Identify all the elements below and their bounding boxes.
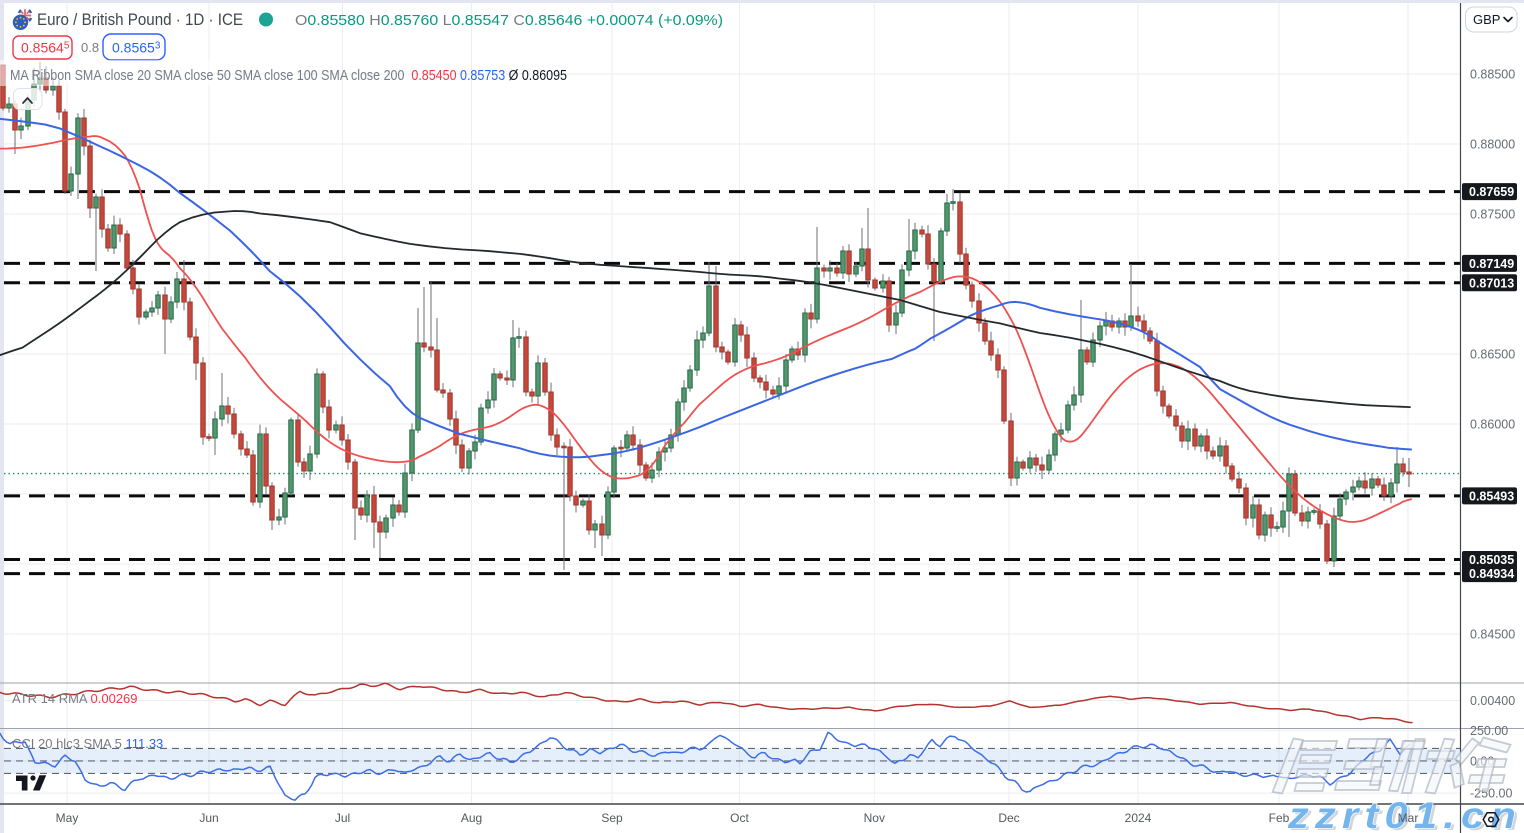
- svg-text:0.86000: 0.86000: [1470, 418, 1515, 432]
- svg-text:0.87500: 0.87500: [1470, 208, 1515, 222]
- svg-text:0.87149: 0.87149: [1469, 257, 1514, 271]
- svg-text:CCI 20 hlc3 SMA 5 111.33: CCI 20 hlc3 SMA 5 111.33: [12, 736, 163, 751]
- svg-text:O0.85580 H0.85760 L0.85547 C0.: O0.85580 H0.85760 L0.85547 C0.85646 +0.0…: [295, 12, 723, 29]
- svg-text:0.00400: 0.00400: [1470, 694, 1515, 708]
- svg-text:0.84500: 0.84500: [1470, 628, 1515, 642]
- svg-text:Euro / British Pound · 1D · IC: Euro / British Pound · 1D · ICE: [37, 10, 243, 29]
- svg-text:Sep: Sep: [601, 811, 623, 825]
- svg-text:Oct: Oct: [730, 811, 749, 825]
- svg-text:GBP: GBP: [1473, 12, 1500, 27]
- svg-text:0.86500: 0.86500: [1470, 348, 1515, 362]
- svg-text:0.85645: 0.85645: [21, 40, 70, 56]
- svg-text:May: May: [56, 811, 79, 825]
- svg-text:0.88000: 0.88000: [1470, 138, 1515, 152]
- svg-text:0.84934: 0.84934: [1469, 567, 1514, 581]
- svg-text:Feb: Feb: [1269, 811, 1290, 825]
- svg-text:MA Ribbon SMA close 20 SMA clo: MA Ribbon SMA close 20 SMA close 50 SMA …: [10, 67, 567, 84]
- svg-text:2024: 2024: [1125, 811, 1152, 825]
- svg-text:ATR 14 RMA 0.00269: ATR 14 RMA 0.00269: [12, 691, 138, 706]
- svg-text:0.85653: 0.85653: [112, 40, 161, 56]
- svg-text:Nov: Nov: [864, 811, 885, 825]
- svg-text:Jul: Jul: [335, 811, 350, 825]
- svg-text:zzrt01.cn: zzrt01.cn: [1287, 795, 1522, 833]
- svg-text:0.8: 0.8: [81, 40, 99, 55]
- svg-text:0.88500: 0.88500: [1470, 68, 1515, 82]
- svg-text:0.85493: 0.85493: [1469, 489, 1514, 503]
- svg-text:Jun: Jun: [199, 811, 218, 825]
- svg-text:0.85035: 0.85035: [1469, 553, 1514, 567]
- svg-text:Aug: Aug: [461, 811, 482, 825]
- svg-text:250.00: 250.00: [1470, 724, 1508, 738]
- svg-text:Dec: Dec: [998, 811, 1019, 825]
- svg-text:0.87659: 0.87659: [1469, 185, 1514, 199]
- svg-text:Mar: Mar: [1398, 811, 1419, 825]
- svg-text:0.87013: 0.87013: [1469, 276, 1514, 290]
- svg-text:zzrt01.cn: zzrt01.cn: [1290, 797, 1524, 833]
